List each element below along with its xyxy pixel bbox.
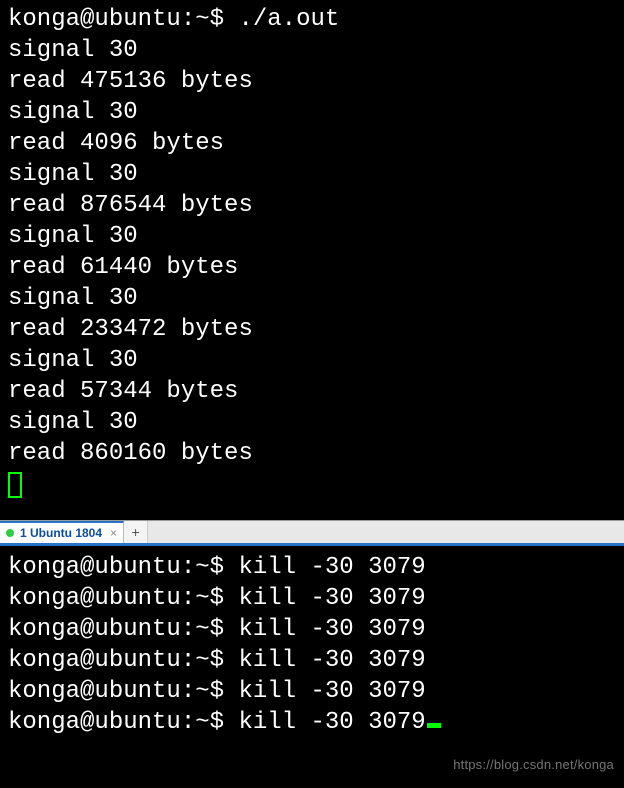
prompt-at: @: [80, 647, 94, 674]
prompt-line: konga@ubuntu:~$ ./a.out: [8, 4, 616, 35]
terminal-output: signal 30read 475136 bytessignal 30read …: [8, 35, 616, 469]
prompt-host: ubuntu: [94, 585, 180, 612]
output-line: signal 30: [8, 35, 616, 66]
output-line: signal 30: [8, 345, 616, 376]
prompt-at: @: [80, 585, 94, 612]
prompt-path: ~: [195, 709, 209, 736]
prompt-host: ubuntu: [94, 616, 180, 643]
output-line: read 61440 bytes: [8, 252, 616, 283]
cursor-line: [8, 469, 616, 500]
prompt-colon: :: [181, 616, 195, 643]
prompt-path: ~: [195, 585, 209, 612]
prompt-at: @: [80, 6, 94, 33]
command-text: kill -30 3079: [238, 647, 425, 674]
output-line: read 475136 bytes: [8, 66, 616, 97]
output-line: signal 30: [8, 97, 616, 128]
prompt-symbol: $: [210, 678, 224, 705]
output-line: read 876544 bytes: [8, 190, 616, 221]
command-text: kill -30 3079: [238, 616, 425, 643]
tab-bar: 1 Ubuntu 1804 × +: [0, 520, 624, 544]
prompt-line: konga@ubuntu:~$ kill -30 3079: [8, 614, 616, 645]
output-line: read 57344 bytes: [8, 376, 616, 407]
output-line: signal 30: [8, 283, 616, 314]
close-icon[interactable]: ×: [110, 526, 117, 540]
command-text: kill -30 3079: [238, 554, 425, 581]
command-text: kill -30 3079: [238, 709, 425, 736]
prompt-user: konga: [8, 647, 80, 674]
prompt-user: konga: [8, 678, 80, 705]
add-tab-button[interactable]: +: [124, 521, 148, 543]
prompt-host: ubuntu: [94, 647, 180, 674]
command-text: kill -30 3079: [238, 678, 425, 705]
prompt-line: konga@ubuntu:~$ kill -30 3079: [8, 707, 616, 738]
prompt-symbol: $: [210, 554, 224, 581]
prompt-line: konga@ubuntu:~$ kill -30 3079: [8, 645, 616, 676]
cursor-icon: [8, 472, 22, 498]
prompt-line: konga@ubuntu:~$ kill -30 3079: [8, 583, 616, 614]
prompt-at: @: [80, 616, 94, 643]
command-text: ./a.out: [238, 6, 339, 33]
prompt-user: konga: [8, 6, 80, 33]
prompt-colon: :: [181, 585, 195, 612]
prompt-symbol: $: [210, 6, 224, 33]
prompt-user: konga: [8, 616, 80, 643]
output-line: signal 30: [8, 159, 616, 190]
prompt-at: @: [80, 554, 94, 581]
prompt-colon: :: [181, 554, 195, 581]
prompt-line: konga@ubuntu:~$ kill -30 3079: [8, 676, 616, 707]
prompt-colon: :: [181, 647, 195, 674]
prompt-symbol: $: [210, 647, 224, 674]
prompt-symbol: $: [210, 616, 224, 643]
prompt-user: konga: [8, 585, 80, 612]
output-line: read 860160 bytes: [8, 438, 616, 469]
prompt-at: @: [80, 678, 94, 705]
prompt-host: ubuntu: [94, 6, 180, 33]
command-text: kill -30 3079: [238, 585, 425, 612]
output-line: read 233472 bytes: [8, 314, 616, 345]
output-line: signal 30: [8, 407, 616, 438]
prompt-line: konga@ubuntu:~$ kill -30 3079: [8, 552, 616, 583]
prompt-symbol: $: [210, 585, 224, 612]
plus-icon: +: [131, 524, 139, 540]
prompt-path: ~: [195, 554, 209, 581]
prompt-host: ubuntu: [94, 554, 180, 581]
terminal-top-pane[interactable]: konga@ubuntu:~$ ./a.out signal 30read 47…: [0, 0, 624, 520]
terminal-output: konga@ubuntu:~$ kill -30 3079konga@ubunt…: [8, 552, 616, 738]
prompt-colon: :: [181, 6, 195, 33]
output-line: signal 30: [8, 221, 616, 252]
cursor-icon: [427, 723, 441, 728]
prompt-path: ~: [195, 6, 209, 33]
watermark-text: https://blog.csdn.net/konga: [453, 749, 614, 780]
prompt-colon: :: [181, 678, 195, 705]
prompt-path: ~: [195, 616, 209, 643]
prompt-path: ~: [195, 647, 209, 674]
terminal-bottom-pane[interactable]: konga@ubuntu:~$ kill -30 3079konga@ubunt…: [0, 544, 624, 788]
prompt-host: ubuntu: [94, 709, 180, 736]
prompt-host: ubuntu: [94, 678, 180, 705]
output-line: read 4096 bytes: [8, 128, 616, 159]
prompt-path: ~: [195, 678, 209, 705]
prompt-symbol: $: [210, 709, 224, 736]
prompt-colon: :: [181, 709, 195, 736]
prompt-at: @: [80, 709, 94, 736]
tab-ubuntu-1804[interactable]: 1 Ubuntu 1804 ×: [0, 521, 124, 543]
prompt-user: konga: [8, 554, 80, 581]
prompt-user: konga: [8, 709, 80, 736]
status-dot-icon: [6, 529, 14, 537]
tab-label: 1 Ubuntu 1804: [20, 526, 102, 540]
